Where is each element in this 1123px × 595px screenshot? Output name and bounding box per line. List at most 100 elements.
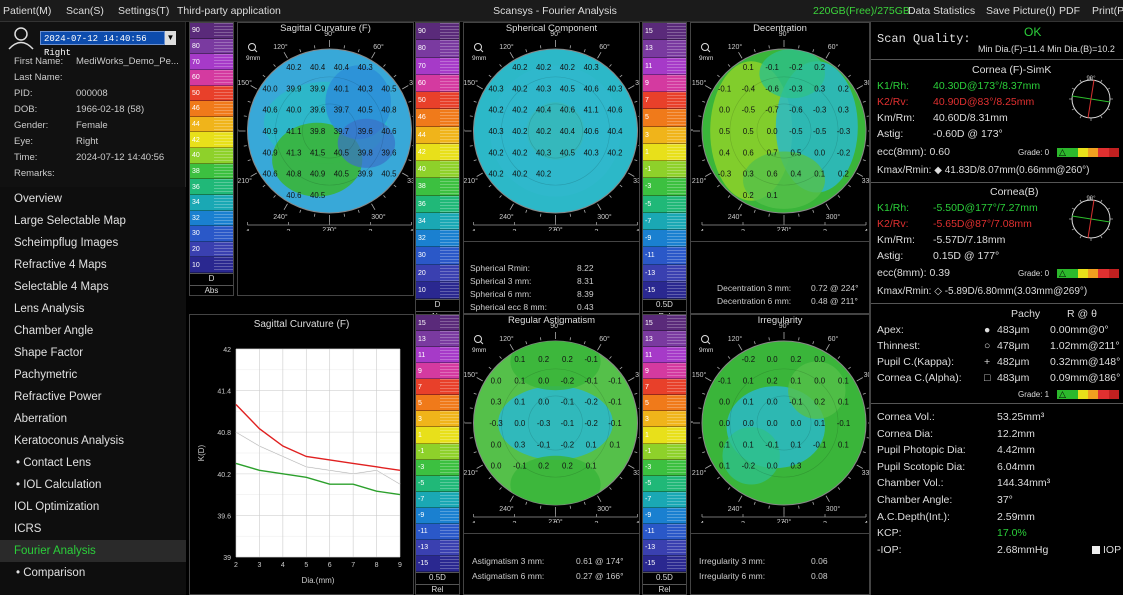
scale-swatch: [416, 195, 459, 213]
scale-label: 38: [192, 167, 200, 175]
nav-item[interactable]: • Comparison: [16, 567, 86, 579]
iop-checkbox[interactable]: [1092, 545, 1100, 554]
graph-xtick: 3: [257, 562, 261, 569]
nav-item[interactable]: Fourier Analysis: [0, 540, 186, 562]
scale-label: 5: [418, 399, 422, 407]
graph-series-line: [235, 403, 401, 472]
scale-swatch: [643, 459, 686, 476]
menu-settings[interactable]: Settings(T): [118, 5, 170, 17]
pachy-row-value: 482μm: [997, 356, 1030, 368]
menu-pdf[interactable]: PDF: [1059, 5, 1080, 17]
nav-item[interactable]: Scheimpflug Images: [14, 237, 119, 249]
menu-print[interactable]: Print(P: [1092, 5, 1123, 17]
scale-swatch: [643, 109, 686, 127]
scale-stripe: [440, 57, 459, 74]
menu-third-party[interactable]: Third-party application: [177, 5, 281, 17]
chevron-down-icon[interactable]: ▼: [165, 31, 176, 45]
scale-stripe: [667, 411, 686, 427]
scale-stripe: [214, 116, 233, 132]
stat-value: 8.39: [577, 289, 594, 299]
metric-label: Pupil Scotopic Dia:: [877, 460, 966, 473]
map-value: -0.1: [837, 419, 850, 428]
back-kmax: Kmax/Rmin: ◇ -5.89D/6.80mm(3.03mm@269°): [877, 286, 1088, 297]
menu-data-statistics[interactable]: Data Statistics: [908, 5, 976, 17]
scale-swatch: [416, 247, 459, 265]
grade-segment: [1057, 390, 1068, 399]
nav-item[interactable]: Keratoconus Analysis: [14, 435, 124, 447]
map-value: 0.1: [743, 440, 754, 449]
menu-save-picture[interactable]: Save Picture(I): [986, 5, 1056, 17]
scale-swatch: [416, 347, 459, 364]
nav-item[interactable]: Aberration: [14, 413, 68, 425]
front-ecc: ecc(8mm): 0.60: [877, 146, 950, 158]
pachy-row-value: 483μm: [997, 324, 1030, 336]
map-value: 40.6: [381, 127, 396, 136]
nav-item[interactable]: Pachymetric: [14, 369, 78, 381]
nav-item[interactable]: Selectable 4 Maps: [14, 281, 109, 293]
menu-scan[interactable]: Scan(S): [66, 5, 104, 17]
map-value: 0.0: [814, 376, 826, 385]
map-value: 40.5: [560, 148, 576, 157]
grade-segment: [1077, 390, 1088, 399]
front-kmax: Kmax/Rmin: ◆ 41.83D/8.07mm(0.66mm@260°): [877, 165, 1090, 176]
map-value: -0.2: [584, 419, 597, 428]
patient-field-value: MediWorks_Demo_Pe...: [76, 56, 179, 67]
nav-item[interactable]: ICRS: [14, 523, 42, 535]
map-xtick: 0: [327, 227, 331, 231]
scale-stripe: [440, 74, 459, 91]
map-diameter: 9mm: [246, 55, 260, 62]
nav-item[interactable]: • IOL Calculation: [16, 479, 102, 491]
patient-field-label: Last Name:: [14, 72, 63, 83]
map-value: 0.1: [790, 376, 801, 385]
grade-segment: [1087, 269, 1099, 278]
zoom-icon: [474, 335, 484, 345]
map-value: 0.5: [790, 148, 802, 157]
scale-stripe: [214, 101, 233, 116]
map-value: 0.0: [538, 398, 550, 407]
corneal-map-pane: Regular Astigmatism90°60°30°0°330°300°27…: [463, 314, 640, 595]
nav-item[interactable]: Large Selectable Map: [14, 215, 126, 227]
scale-label: 13: [645, 335, 653, 343]
front-astig-value: -0.60D @ 173°: [933, 128, 1003, 140]
metric-label: -IOP:: [877, 543, 902, 556]
nav-item[interactable]: Refractive 4 Maps: [14, 259, 107, 271]
scale-swatch: [416, 40, 459, 58]
map-value: 0.1: [514, 376, 525, 385]
scale-swatch: [416, 315, 459, 332]
graph-series-outline: [235, 432, 401, 485]
map-value: 39.9: [310, 84, 325, 93]
map-value: 40.4: [560, 127, 576, 136]
scale-label: 80: [418, 45, 426, 53]
nav-item[interactable]: • Contact Lens: [16, 457, 91, 469]
map-value: 40.5: [560, 84, 576, 93]
map-value: 40.6: [262, 170, 277, 179]
patient-field-value: 2024-07-12 14:40:56: [76, 152, 165, 163]
menu-patient[interactable]: Patient(M): [3, 5, 52, 17]
nav-item[interactable]: Shape Factor: [14, 347, 84, 359]
nav-item[interactable]: Refractive Power: [14, 391, 102, 403]
map-xtick: 4: [409, 227, 413, 231]
map-value: 40.8: [286, 170, 301, 179]
nav-item[interactable]: IOL Optimization: [14, 501, 100, 513]
map-value: 40.5: [358, 106, 374, 115]
scale-unit: D: [416, 299, 459, 311]
scale-swatch: [416, 212, 459, 230]
nav-item[interactable]: Overview: [14, 193, 62, 205]
graph-ytick: 42: [223, 347, 231, 354]
nav-item[interactable]: Chamber Angle: [14, 325, 94, 337]
scale-label: 34: [418, 217, 426, 225]
map-value: -0.1: [718, 376, 731, 385]
map-value: -0.1: [561, 419, 574, 428]
scale-label: -3: [645, 183, 652, 191]
scale-label: 90: [418, 28, 426, 36]
cornea-back-title: Cornea(B): [990, 186, 1039, 198]
scale-stripe: [667, 126, 686, 143]
scale-label: -7: [645, 217, 652, 225]
map-xtick: 0: [782, 227, 786, 231]
map-value: 40.3: [488, 127, 503, 136]
scan-date-select[interactable]: 2024-07-12 14:40:56 Right: [40, 31, 165, 58]
map-value: -0.5: [789, 127, 803, 136]
scale-swatch: [643, 178, 686, 196]
nav-item[interactable]: Lens Analysis: [14, 303, 85, 315]
scale-swatch: [416, 126, 459, 144]
